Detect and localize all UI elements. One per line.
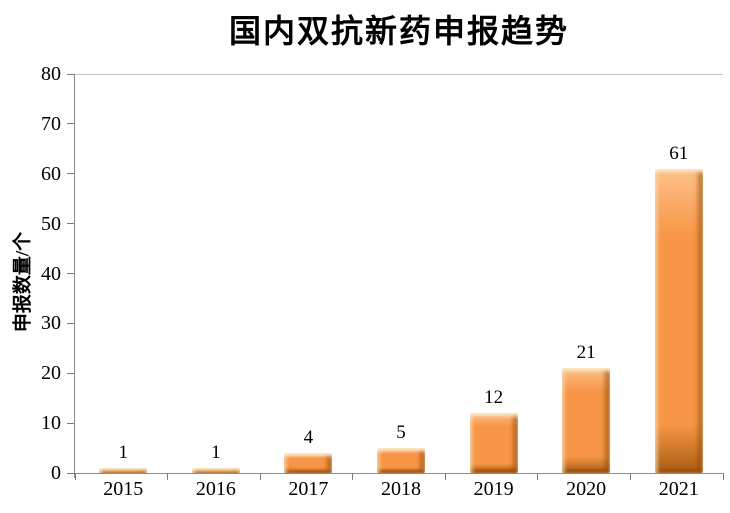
y-axis-tick: [67, 372, 74, 374]
x-axis-tick: [167, 474, 169, 480]
x-axis-tick: [629, 474, 631, 480]
bar: [562, 368, 611, 473]
y-tick-label: 30: [41, 312, 61, 335]
y-axis-tick: [67, 173, 74, 175]
bar: [377, 448, 425, 473]
bar-value-label: 12: [484, 387, 504, 409]
y-axis-line: [74, 74, 75, 478]
bar: [469, 413, 518, 473]
x-tick-label-2020: 2020: [566, 478, 607, 500]
bar-value-label: 1: [211, 442, 221, 464]
x-tick-label-2021: 2021: [658, 478, 699, 500]
x-axis-tick: [722, 474, 724, 480]
y-axis-tick: [67, 273, 74, 274]
bar-value-label: 4: [303, 427, 314, 449]
x-axis-tick: [259, 474, 261, 480]
y-tick-label: 60: [41, 162, 61, 185]
bar-value-label: 5: [396, 422, 406, 444]
y-tick-label: 80: [41, 63, 61, 85]
y-axis-tick: [67, 223, 74, 225]
x-tick-label-2015: 2015: [103, 478, 144, 500]
bar: [191, 468, 240, 473]
bar: [654, 168, 703, 473]
y-tick-label: 0: [51, 462, 61, 484]
x-axis-tick: [537, 474, 539, 480]
bar-value-label: 21: [576, 342, 596, 364]
x-axis-tick: [74, 474, 76, 480]
x-tick-label-2019: 2019: [473, 478, 514, 500]
bar-value-label: 1: [118, 442, 129, 464]
x-axis-line: [74, 473, 724, 474]
chart-title: 国内双抗新药申报趋势: [228, 13, 569, 49]
y-tick-label: 70: [41, 112, 61, 135]
x-axis-tick: [352, 474, 354, 480]
plot-area: 0 10 20 30 40 50 60 70 80 1 2015 1 2016 4 2017 5 2018 12 2…: [41, 64, 724, 499]
x-axis-tick: [444, 474, 446, 480]
x-tick-label-2017: 2017: [288, 478, 329, 500]
bar: [284, 453, 333, 473]
bar-value-label: 61: [669, 142, 689, 164]
y-tick-label: 50: [41, 212, 61, 235]
y-tick-label: 10: [41, 412, 61, 435]
y-axis-tick: [67, 422, 74, 424]
y-axis-tick: [67, 472, 74, 474]
x-tick-label-2016: 2016: [195, 478, 236, 500]
x-tick-label-2018: 2018: [381, 478, 421, 500]
y-tick-label: 40: [41, 262, 61, 285]
bar: [99, 468, 148, 473]
plot-top-border: [75, 74, 723, 75]
y-axis-tick: [67, 123, 74, 125]
y-axis-tick: [67, 73, 74, 75]
y-axis-tick: [67, 322, 74, 324]
y-tick-label: 20: [41, 362, 61, 385]
